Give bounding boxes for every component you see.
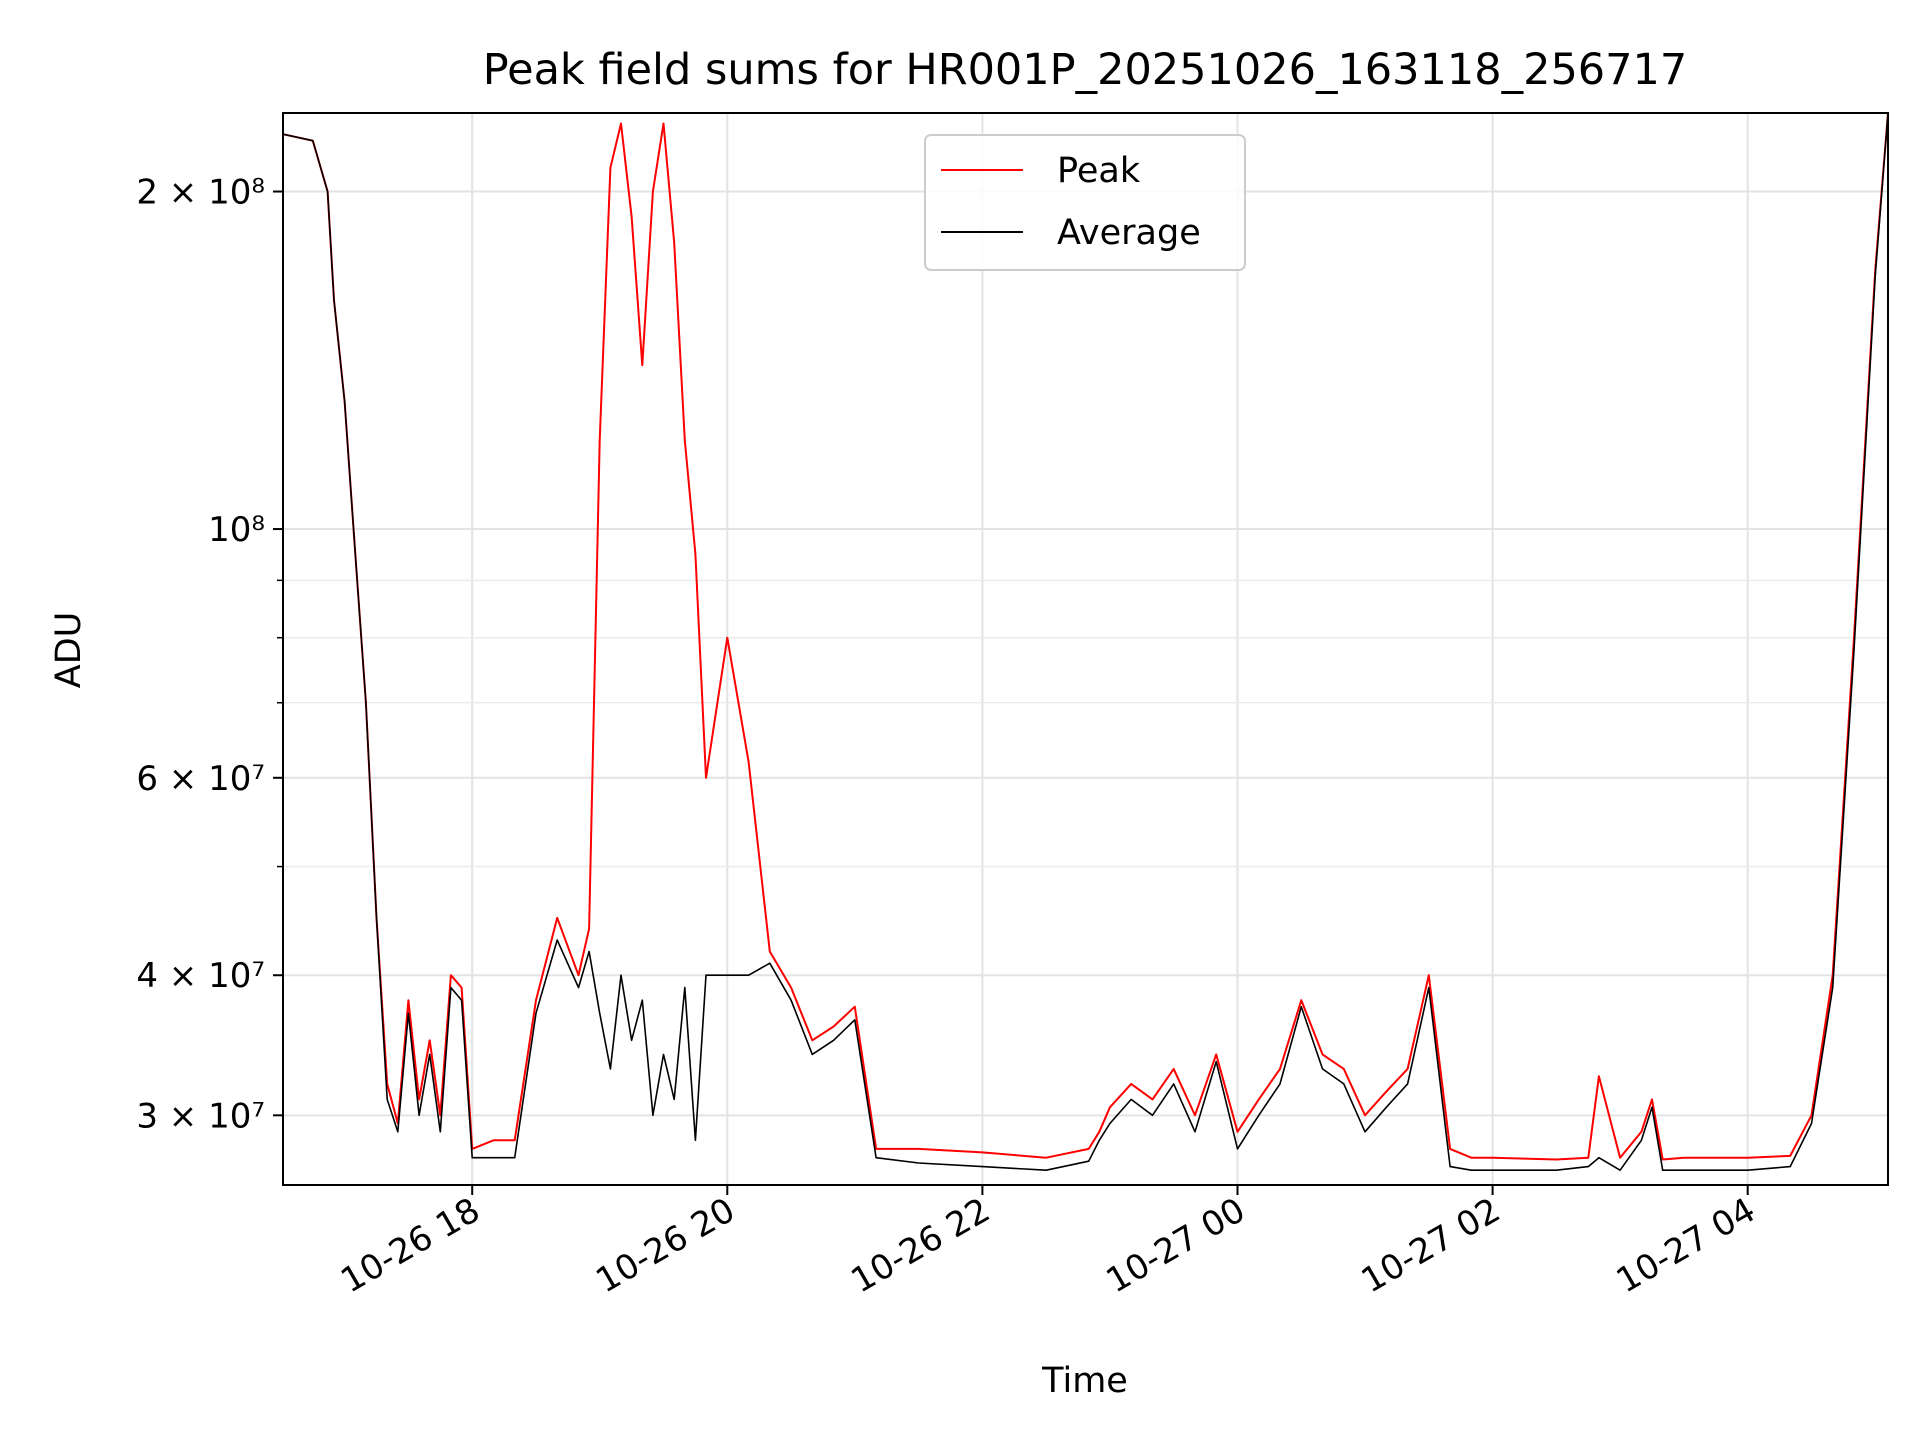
chart-title: Peak field sums for HR001P_20251026_1631… <box>483 45 1688 95</box>
series-line-peak <box>282 112 1889 1161</box>
y-tick-label: 4 × 10⁷ <box>136 956 265 996</box>
y-axis-label: ADU <box>49 612 89 689</box>
legend: Peak Average <box>924 134 1246 271</box>
y-tick-label: 2 × 10⁸ <box>136 173 265 213</box>
legend-box <box>924 134 1246 271</box>
series-line-average <box>282 112 1889 1171</box>
plot-frame <box>282 112 1889 1186</box>
y-tick-label: 10⁸ <box>208 510 265 550</box>
series-layer <box>282 112 1889 1171</box>
y-tick-label: 6 × 10⁷ <box>136 759 265 799</box>
legend-label-peak: Peak <box>1057 151 1141 191</box>
y-tick-label: 3 × 10⁷ <box>136 1096 265 1136</box>
legend-label-average: Average <box>1057 213 1201 253</box>
y-axis: 3 × 10⁷ 4 × 10⁷ 6 × 10⁷ 10⁸ 2 × 10⁸ <box>136 173 283 1136</box>
x-axis-label: Time <box>1041 1361 1128 1401</box>
